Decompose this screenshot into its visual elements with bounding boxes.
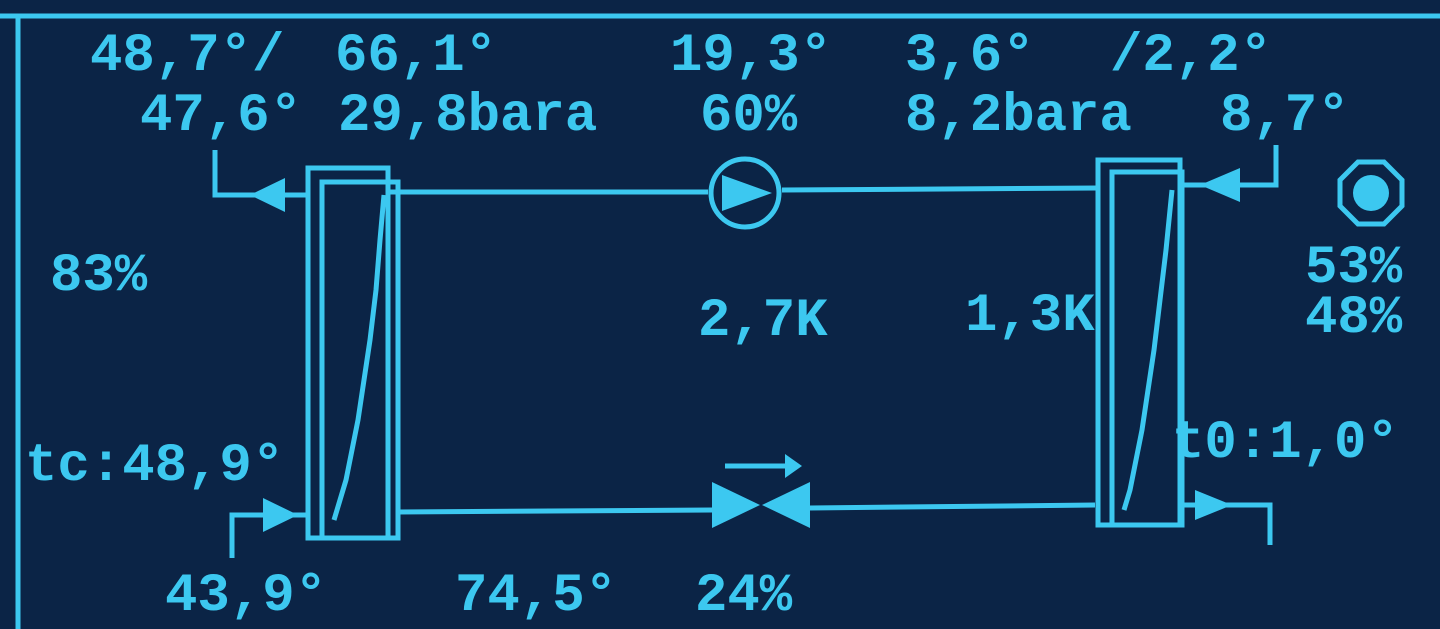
- reading: 2,7K: [698, 291, 828, 352]
- pipe: [810, 505, 1095, 508]
- lcd-screen: 48,7°/ 66,1° 19,3° 3,6° /2,2° 47,6° 29,8…: [0, 0, 1440, 629]
- fan-blades: [1353, 175, 1389, 211]
- reading: 3,6°: [905, 26, 1035, 87]
- reading: 60%: [700, 86, 798, 147]
- pipe: [398, 510, 712, 512]
- reading: 24%: [695, 566, 793, 627]
- reading: 83%: [50, 246, 148, 307]
- reading: tc:48,9°: [25, 436, 284, 497]
- reading: 8,2bara: [905, 86, 1132, 147]
- reading: t0:1,0°: [1172, 413, 1399, 474]
- reading: 48,7°/: [90, 26, 284, 87]
- reading: 66,1°: [335, 26, 497, 87]
- reading: 47,6°: [140, 86, 302, 147]
- reading: 29,8bara: [338, 86, 597, 147]
- reading: 8,7°: [1220, 86, 1350, 147]
- reading: 48%: [1305, 288, 1403, 349]
- page: 48,7°/ 66,1° 19,3° 3,6° /2,2° 47,6° 29,8…: [0, 0, 1440, 629]
- reading: /2,2°: [1110, 26, 1272, 87]
- reading: 43,9°: [165, 566, 327, 627]
- reading: 19,3°: [670, 26, 832, 87]
- reading: 74,5°: [455, 566, 617, 627]
- reading: 1,3K: [965, 286, 1095, 347]
- pipe: [782, 188, 1098, 190]
